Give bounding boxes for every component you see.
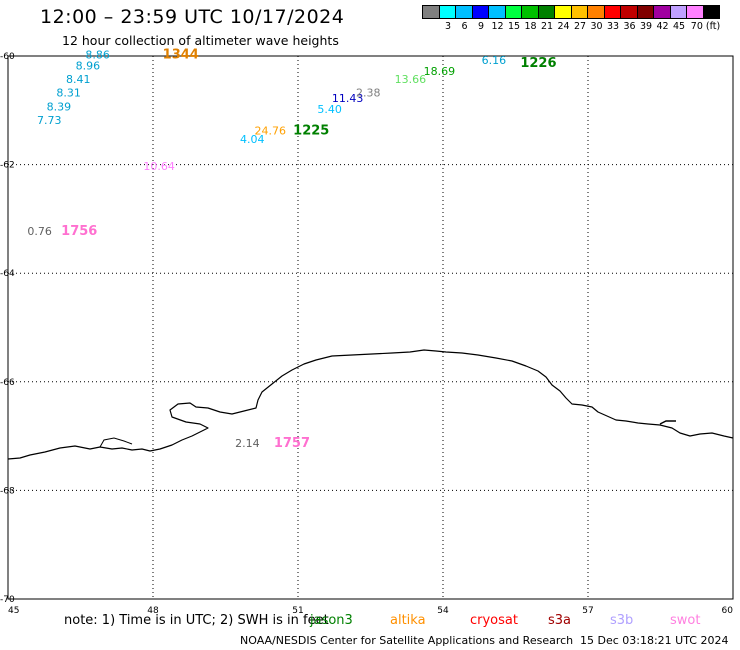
pass-time-label: 1756 [61, 224, 97, 239]
satellite-legend-item: altika [390, 613, 426, 628]
observation-labels: 8.868.968.418.318.397.73 10.64 0.76 4.0424.… [27, 49, 506, 450]
map-title: 12:00 – 23:59 UTC 10/17/2024 [40, 6, 345, 28]
colorbar-label: 27 [573, 21, 587, 32]
colorbar-label: 9 [477, 21, 485, 32]
colorbar-label: 39 [639, 21, 653, 32]
colorbar-label: 36 [623, 21, 636, 32]
colorbar-label: 21 [540, 21, 554, 32]
colorbar-label: 6 [461, 21, 468, 32]
longitude-tick-label: 60 [722, 606, 734, 616]
wave-height-label: 6.16 [482, 54, 507, 67]
latitude-tick-label: -62 [0, 161, 15, 171]
antarctic-coastline [7, 349, 734, 460]
satellite-legend-item: s3b [610, 613, 634, 628]
wave-height-label: 8.39 [47, 100, 72, 113]
colorbar-labels: 3 6 9 12 15 18 21 24 27 30 33 36 39 42 45 70 (ft) [422, 21, 740, 33]
wave-height-label: 8.41 [66, 73, 91, 86]
wave-height-label: 7.73 [37, 114, 62, 127]
wave-height-label: 8.31 [56, 87, 80, 100]
colorbar-label: 33 [606, 21, 620, 32]
pass-time-label: 1757 [274, 436, 310, 451]
latitude-tick-label: -66 [0, 378, 15, 388]
wave-height-label: 24.76 [255, 125, 287, 138]
satellite-legend-item: s3a [548, 613, 572, 628]
wave-height-label: 5.40 [317, 103, 342, 116]
colorbar-label: 24 [557, 21, 570, 32]
pass-time-label: 1226 [520, 56, 556, 71]
satellite-legend-item: swot [670, 613, 701, 628]
latitude-tick-label: -64 [0, 269, 15, 279]
latitude-tick-label: -68 [0, 486, 15, 496]
colorbar-swatch [702, 5, 720, 19]
colorbar-label: 18 [524, 21, 537, 32]
wave-height-label: 11.43 [332, 92, 364, 105]
colorbar-label: 30 [590, 21, 603, 32]
wave-height-label: 0.76 [27, 225, 52, 238]
coastline-inlet [99, 437, 133, 448]
longitude-tick-label: 48 [147, 606, 159, 616]
generated-timestamp: 15 Dec 03:18:21 UTC 2024 [580, 634, 729, 647]
longitude-tick-label: 45 [8, 606, 19, 616]
colorbar-label: 42 [656, 21, 669, 32]
satellite-legend-item: cryosat [470, 613, 518, 628]
pass-time-labels: 1344 1756 1225 1226 1757 [61, 48, 556, 451]
ice-shelf-fragment [659, 420, 676, 425]
colorbar-label: 15 [507, 21, 521, 32]
satellite-legend-item: jason3 [310, 613, 353, 628]
map-frame [7, 55, 734, 600]
wave-height-colorbar [422, 5, 720, 19]
pass-time-label: 1225 [293, 124, 329, 139]
map-subtitle: 12 hour collection of altimeter wave hei… [62, 33, 339, 48]
graticule: 45 48 51 54 57 60 -60 -62 -64 -66 -68 -70 [0, 52, 733, 616]
wave-height-label: 4.04 [240, 133, 265, 146]
wave-height-label: 8.96 [76, 60, 101, 73]
latitude-tick-label: -70 [0, 595, 15, 605]
wave-height-label: 10.64 [143, 160, 175, 173]
colorbar-label: 3 [444, 21, 452, 32]
colorbar-label: 70 (ft) [690, 21, 721, 32]
longitude-tick-label: 51 [292, 606, 303, 616]
wave-height-label: 18.69 [424, 65, 456, 78]
colorbar-label: 12 [491, 21, 504, 32]
credit-line: NOAA/NESDIS Center for Satellite Applica… [240, 634, 574, 647]
wave-height-label: 8.86 [85, 49, 110, 62]
wave-height-label: 2.38 [356, 87, 381, 100]
latitude-tick-label: -60 [0, 52, 15, 62]
footer-note: note: 1) Time is in UTC; 2) SWH is in fe… [64, 613, 329, 628]
longitude-tick-label: 54 [437, 606, 449, 616]
wave-height-label: 2.14 [235, 437, 260, 450]
colorbar-label: 45 [672, 21, 686, 32]
longitude-tick-label: 57 [582, 606, 593, 616]
wave-height-label: 13.66 [395, 73, 427, 86]
pass-time-label: 1344 [163, 48, 199, 63]
